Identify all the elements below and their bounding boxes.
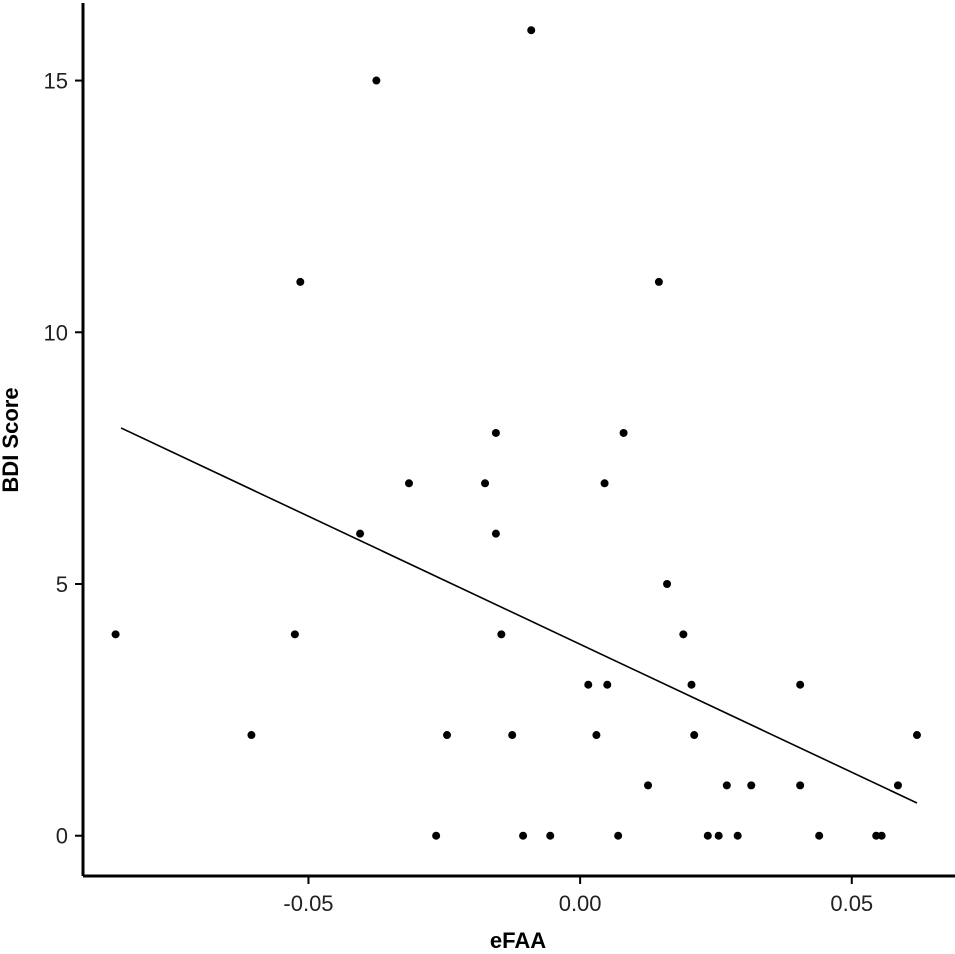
data-point [592, 731, 601, 740]
y-tick-label: 0 [56, 824, 68, 849]
data-point [372, 76, 381, 85]
trend-line-layer [120, 427, 918, 804]
y-axis-title: BDI Score [0, 387, 23, 492]
data-point [679, 630, 688, 639]
data-point [703, 831, 712, 840]
data-points [111, 26, 921, 840]
x-tick-label: -0.05 [283, 891, 333, 916]
data-point [497, 630, 506, 639]
data-point [432, 831, 441, 840]
data-point [111, 630, 120, 639]
data-point [508, 731, 517, 740]
data-point [912, 731, 921, 740]
data-point [481, 479, 490, 488]
data-point [877, 831, 886, 840]
data-point [603, 680, 612, 689]
axis-ticks: -0.05 0.00 0.05 0 5 10 15 [44, 69, 874, 916]
data-point [733, 831, 742, 840]
data-point [546, 831, 555, 840]
data-point [404, 479, 413, 488]
data-point [443, 731, 452, 740]
data-point [722, 781, 731, 790]
data-point [815, 831, 824, 840]
data-point [619, 428, 628, 437]
x-tick-label: 0.05 [830, 891, 873, 916]
y-tick-label: 5 [56, 572, 68, 597]
data-point [290, 630, 299, 639]
data-point [584, 680, 593, 689]
x-tick-label: 0.00 [559, 891, 602, 916]
x-axis-title: eFAA [490, 928, 546, 953]
data-point [614, 831, 623, 840]
data-point [519, 831, 528, 840]
data-point [491, 529, 500, 538]
data-point [356, 529, 365, 538]
y-tick-label: 10 [44, 320, 68, 345]
data-point [796, 680, 805, 689]
data-point [747, 781, 756, 790]
data-point [491, 428, 500, 437]
data-point [663, 580, 672, 588]
data-point [893, 781, 902, 790]
data-point [796, 781, 805, 790]
axes [81, 3, 955, 878]
data-point [644, 781, 653, 790]
y-tick-label: 15 [44, 69, 68, 94]
data-point [527, 26, 536, 35]
data-point [600, 479, 609, 488]
data-point [714, 831, 723, 840]
data-point [247, 731, 256, 740]
regression-line [120, 427, 918, 804]
data-point [654, 277, 663, 286]
data-point [690, 731, 699, 740]
data-point [687, 680, 696, 689]
data-point [296, 277, 305, 286]
